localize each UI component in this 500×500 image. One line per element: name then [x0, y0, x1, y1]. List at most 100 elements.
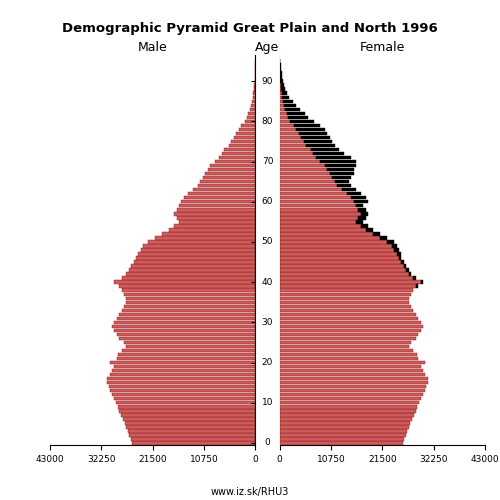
Bar: [114, 320, 256, 324]
Bar: [280, 88, 281, 91]
Bar: [301, 136, 330, 139]
Bar: [280, 128, 296, 131]
Bar: [155, 236, 256, 240]
Bar: [281, 88, 285, 91]
Bar: [280, 385, 426, 388]
Bar: [241, 124, 256, 127]
Text: Demographic Pyramid Great Plain and North 1996: Demographic Pyramid Great Plain and Nort…: [62, 22, 438, 35]
Bar: [366, 228, 373, 232]
Bar: [119, 284, 256, 288]
Bar: [176, 216, 256, 220]
Bar: [170, 228, 256, 232]
Bar: [280, 132, 299, 135]
Text: 90: 90: [262, 76, 273, 86]
Bar: [176, 208, 256, 212]
Bar: [129, 268, 256, 272]
Bar: [280, 172, 330, 176]
Bar: [296, 128, 325, 131]
Bar: [229, 144, 256, 147]
Bar: [126, 425, 256, 428]
Bar: [200, 180, 256, 184]
Bar: [280, 417, 412, 420]
Bar: [280, 304, 411, 308]
Bar: [280, 381, 428, 384]
Bar: [290, 120, 314, 123]
Bar: [280, 300, 408, 304]
Bar: [280, 120, 290, 123]
Bar: [342, 188, 356, 192]
Bar: [280, 272, 408, 276]
Bar: [119, 409, 256, 412]
Bar: [124, 304, 256, 308]
Bar: [280, 393, 423, 396]
Bar: [402, 260, 404, 264]
Bar: [280, 357, 418, 360]
Bar: [394, 248, 399, 252]
Bar: [254, 88, 256, 91]
Bar: [280, 349, 413, 352]
Bar: [283, 100, 292, 103]
Bar: [121, 413, 256, 416]
Text: 50: 50: [262, 238, 273, 246]
Bar: [129, 433, 256, 436]
Bar: [328, 168, 353, 172]
Bar: [325, 164, 356, 168]
Bar: [282, 92, 288, 95]
Bar: [280, 72, 281, 75]
Bar: [280, 176, 332, 180]
Bar: [174, 212, 256, 216]
Bar: [284, 104, 296, 107]
Bar: [220, 156, 256, 159]
Bar: [126, 300, 256, 304]
Bar: [280, 365, 420, 368]
Bar: [280, 373, 426, 376]
Bar: [299, 132, 328, 135]
Bar: [108, 385, 256, 388]
Bar: [280, 332, 418, 336]
Bar: [203, 176, 256, 180]
Bar: [214, 160, 256, 164]
Text: 30: 30: [262, 318, 273, 327]
Bar: [280, 108, 285, 111]
Bar: [138, 252, 256, 256]
Bar: [280, 76, 282, 79]
Bar: [399, 256, 402, 260]
Bar: [205, 172, 256, 176]
Bar: [112, 324, 256, 328]
Bar: [280, 244, 392, 248]
Bar: [280, 405, 417, 408]
Bar: [408, 272, 411, 276]
Bar: [253, 96, 256, 99]
Bar: [280, 438, 404, 440]
Bar: [280, 184, 337, 188]
Bar: [140, 248, 256, 252]
Bar: [280, 328, 420, 332]
Bar: [122, 349, 256, 352]
Bar: [238, 128, 256, 131]
Text: 20: 20: [262, 358, 273, 367]
Bar: [280, 336, 416, 340]
Bar: [280, 252, 396, 256]
Bar: [280, 192, 346, 196]
Text: 80: 80: [262, 117, 273, 126]
Bar: [110, 361, 256, 364]
Bar: [280, 164, 325, 168]
Bar: [330, 172, 353, 176]
Bar: [184, 196, 256, 200]
Bar: [280, 160, 320, 164]
Bar: [112, 369, 256, 372]
Bar: [420, 280, 423, 284]
Bar: [280, 116, 288, 119]
Bar: [332, 176, 351, 180]
Bar: [280, 148, 310, 151]
Bar: [123, 417, 256, 420]
Bar: [280, 156, 316, 159]
Bar: [282, 96, 290, 99]
Bar: [280, 413, 414, 416]
Bar: [280, 280, 420, 284]
Bar: [254, 92, 256, 95]
Bar: [280, 100, 283, 103]
Bar: [280, 188, 342, 192]
Text: www.iz.sk/RHU3: www.iz.sk/RHU3: [211, 488, 289, 498]
Bar: [193, 188, 256, 192]
